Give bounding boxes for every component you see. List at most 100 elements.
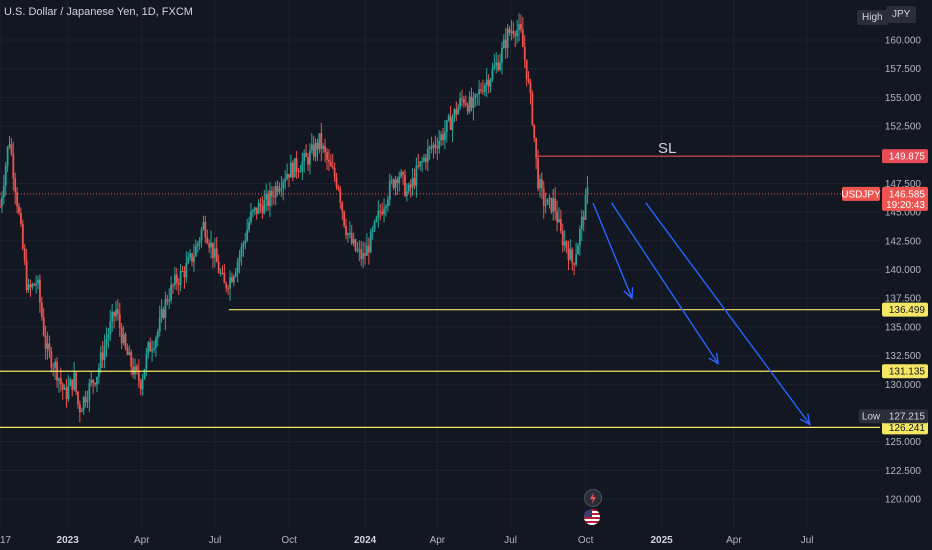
candle-body — [542, 188, 545, 206]
candle-body — [396, 179, 399, 184]
us-flag-icon[interactable] — [584, 509, 600, 525]
candle-body — [556, 210, 558, 222]
candle-body — [440, 134, 442, 141]
candle-body — [59, 378, 62, 385]
candle-body — [236, 261, 239, 273]
candle-body — [320, 133, 323, 149]
candle-body — [0, 206, 1, 208]
sl-price-tag-bg — [882, 149, 928, 164]
candle-body — [423, 157, 425, 162]
lightning-icon[interactable] — [584, 489, 602, 507]
candle-body — [174, 274, 176, 286]
low-price-tag: 127.215 — [889, 412, 926, 423]
candle-body — [575, 254, 577, 265]
candle-body — [316, 142, 319, 150]
candle-body — [251, 210, 254, 212]
candle-body — [324, 145, 327, 153]
y-tick-label: 137.500 — [885, 294, 922, 305]
candle-body — [42, 317, 45, 336]
candle-body — [213, 248, 216, 258]
candle-body — [482, 90, 484, 92]
candle-body — [14, 178, 17, 193]
candle-body — [219, 272, 222, 274]
candle-body — [301, 161, 304, 172]
candle-body — [200, 229, 203, 241]
candle-body — [383, 208, 385, 215]
candle-body — [261, 205, 264, 214]
candle-body — [109, 321, 112, 335]
candle-body — [343, 211, 346, 226]
low-price-tag-bg — [882, 409, 928, 424]
candle-body — [130, 351, 133, 367]
candle-body — [569, 249, 572, 260]
candle-body — [303, 153, 306, 162]
candle-body — [265, 193, 268, 200]
candle-body — [375, 217, 378, 222]
support-3-tag: 126.241 — [889, 423, 926, 434]
candle-body — [259, 203, 262, 206]
candle-body — [289, 162, 292, 178]
candle-body — [204, 221, 207, 238]
candle-body — [253, 207, 256, 211]
candle-body — [196, 243, 199, 247]
candle-body — [29, 284, 32, 288]
candle-body — [231, 277, 233, 283]
x-tick-label: Jul — [209, 535, 222, 546]
y-tick-label: 130.000 — [885, 380, 922, 391]
x-tick-label: 2023 — [57, 535, 80, 546]
candle-body — [364, 253, 366, 256]
candle-body — [307, 157, 309, 165]
candle-body — [485, 79, 488, 85]
support-1-tag-bg — [882, 302, 928, 317]
candle-body — [50, 351, 53, 368]
candle-body — [97, 368, 100, 377]
candle-body — [94, 383, 96, 385]
candle-body — [39, 279, 41, 303]
candle-body — [246, 229, 249, 241]
sl-price-tag: 149.875 — [889, 152, 926, 163]
y-tick-label: 142.500 — [885, 236, 922, 247]
candle-body — [78, 404, 81, 413]
candle-body — [520, 24, 522, 30]
candle-body — [99, 352, 102, 369]
candle-body — [335, 177, 338, 187]
projection-arrows — [592, 202, 811, 426]
candle-body — [432, 144, 435, 149]
currency-badge[interactable]: JPY — [886, 6, 917, 23]
candle-body — [105, 339, 108, 346]
candle-body — [360, 249, 363, 259]
candle-body — [67, 386, 70, 399]
candle-body — [177, 283, 180, 285]
x-tick-label: Oct — [578, 535, 594, 546]
candle-body — [310, 144, 313, 151]
candle-body — [244, 240, 247, 244]
y-tick-label: 147.500 — [885, 179, 922, 190]
candle-body — [483, 84, 486, 92]
x-tick-label: Oct — [281, 535, 297, 546]
candle-body — [518, 24, 520, 31]
candle-body — [160, 309, 163, 318]
x-tick-label: Jul — [504, 535, 517, 546]
candle-body — [187, 257, 190, 263]
candle-body — [531, 92, 534, 125]
candle-body — [86, 400, 89, 403]
candle-body — [390, 179, 393, 181]
candle-body — [61, 384, 64, 390]
candle-body — [535, 137, 538, 159]
candle-body — [328, 159, 330, 162]
y-tick-label: 125.000 — [885, 437, 922, 448]
candle-body — [445, 120, 448, 133]
candle-body — [350, 233, 353, 244]
candle-body — [417, 165, 420, 167]
candle-body — [88, 383, 91, 401]
candle-body — [356, 250, 359, 252]
candle-body — [554, 198, 557, 211]
low-badge-bg — [859, 409, 883, 424]
candle-body — [65, 387, 68, 399]
candle-body — [158, 317, 161, 332]
candle-body — [40, 302, 43, 318]
candle-body — [151, 349, 154, 352]
candle-body — [58, 378, 60, 381]
candle-body — [221, 272, 224, 274]
